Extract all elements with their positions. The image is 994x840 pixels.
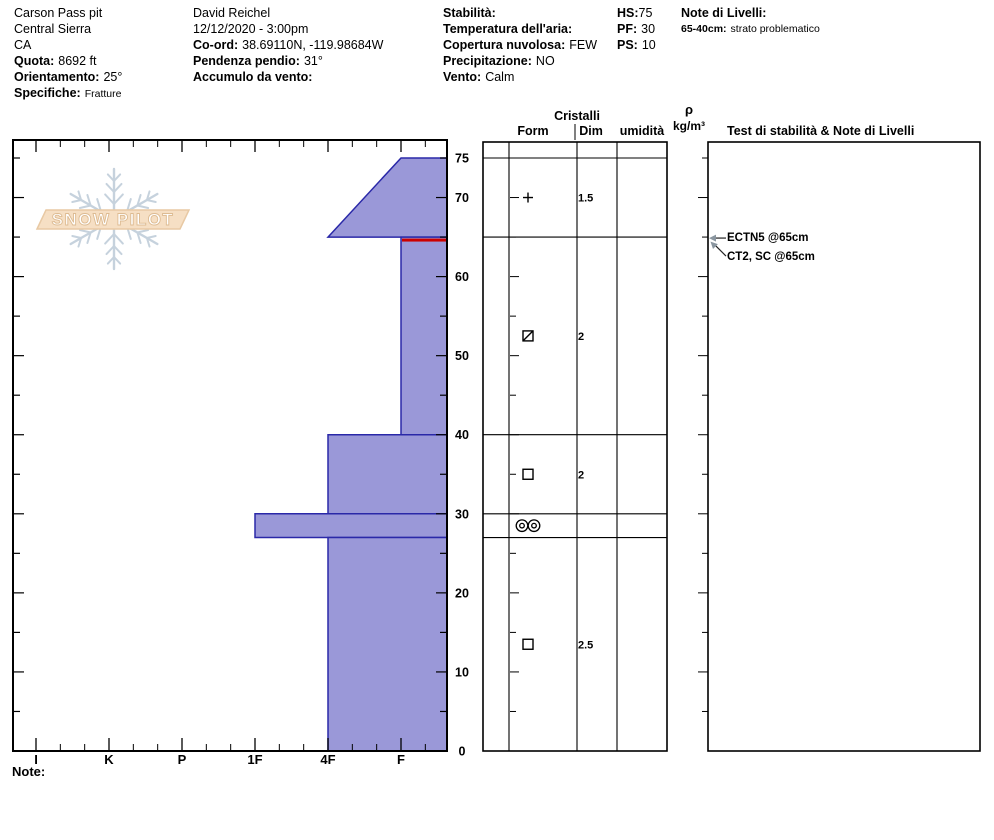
cloud-value: FEW (569, 38, 598, 52)
coordinates: Co-ord: 38.69110N, -119.98684W (193, 37, 383, 53)
svg-text:CT2, SC @65cm: CT2, SC @65cm (727, 251, 815, 263)
air-temperature: Temperatura dell'aria: (443, 21, 597, 37)
aspect-value: 25° (103, 70, 123, 84)
pit-region: Central Sierra (14, 22, 92, 36)
pit-name: Carson Pass pit (14, 6, 103, 20)
precipitation: Precipitazione: NO (443, 53, 597, 69)
layer-note-text: strato problematico (730, 23, 820, 35)
svg-text:30: 30 (455, 507, 469, 521)
hs-label: HS: (617, 6, 639, 20)
specifics-label: Specifiche: (14, 86, 81, 100)
crystals-header: Cristalli (554, 109, 600, 123)
pit-specifics: Specifiche: Fratture (14, 85, 122, 102)
pit-aspect: Orientamento: 25° (14, 69, 122, 85)
svg-text:P: P (178, 752, 187, 767)
density-units-header: kg/m³ (672, 119, 705, 133)
hs-value: 75 (638, 6, 653, 20)
chart-graphics: 75 70 60 50 40 30 20 10 0 I K P 1F 4F F 1.5 2 2 2.5 ECTN5 @… (12, 124, 981, 767)
ps-label: PS: (617, 38, 638, 52)
svg-text:10: 10 (455, 665, 469, 679)
observer-name: David Reichel (193, 6, 271, 20)
svg-text:1F: 1F (247, 752, 262, 767)
wind-value: Calm (485, 70, 515, 84)
aspect-label: Orientamento: (14, 70, 100, 84)
svg-text:60: 60 (455, 270, 469, 284)
logo-banner-shape (35, 209, 191, 230)
svg-text:4F: 4F (320, 752, 335, 767)
svg-text:2: 2 (578, 331, 584, 343)
layer-notes-column: Note di Livelli: 65-40cm: strato problema… (681, 5, 820, 37)
windload-label: Accumulo da vento: (193, 70, 313, 84)
coord-label: Co-ord: (193, 38, 239, 52)
layer-notes-title: Note di Livelli: (681, 5, 820, 21)
stability: Stabilità: (443, 5, 597, 21)
svg-text:0: 0 (459, 745, 466, 759)
stability-label: Stabilità: (443, 6, 496, 20)
tests-column-header: Test di stabilità & Note di Livelli (727, 124, 915, 138)
pit-state: CA (14, 38, 32, 52)
form-column-header: Form (517, 124, 549, 138)
cloud-label: Copertura nuvolosa: (443, 38, 566, 52)
svg-text:50: 50 (455, 349, 469, 363)
svg-text:K: K (104, 752, 114, 767)
pit-elevation: Quota: 8692 ft (14, 53, 122, 69)
svg-text:1.5: 1.5 (578, 193, 593, 205)
elevation-value: 8692 ft (58, 54, 97, 68)
layer-note-range: 65-40cm: (681, 23, 727, 35)
svg-text:2: 2 (578, 469, 584, 481)
slope-value: 31° (303, 54, 323, 68)
slope-label: Pendenza pendio: (193, 54, 300, 68)
logo-banner: SNOW PILOT (35, 209, 191, 230)
pf-label: PF: (617, 22, 638, 36)
density-column-header: ρ (684, 102, 694, 117)
svg-text:70: 70 (455, 191, 469, 205)
elevation-label: Quota: (14, 54, 55, 68)
cloud-cover: Copertura nuvolosa: FEW (443, 37, 597, 53)
observation-datetime: 12/12/2020 - 3:00pm (193, 22, 309, 36)
specifics-value: Fratture (84, 88, 122, 100)
note-label: Note: (12, 764, 46, 779)
precip-label: Precipitazione: (443, 54, 532, 68)
ps-value: 10 (641, 38, 656, 52)
svg-text:75: 75 (455, 152, 469, 166)
layer-notes-title-text: Note di Livelli: (681, 6, 767, 20)
airtemp-label: Temperatura dell'aria: (443, 22, 573, 36)
slope-angle: Pendenza pendio: 31° (193, 53, 383, 69)
total-depth: HS:75 (617, 5, 656, 21)
wind-loading: Accumulo da vento: (193, 69, 383, 85)
wind-label: Vento: (443, 70, 482, 84)
svg-text:ECTN5 @65cm: ECTN5 @65cm (727, 232, 809, 244)
humidity-column-header: umidità (619, 124, 665, 138)
svg-text:40: 40 (455, 428, 469, 442)
svg-text:F: F (397, 752, 405, 767)
observer-info-column: David Reichel 12/12/2020 - 3:00pm Co-ord… (193, 5, 383, 85)
pit-floor-depth: PF: 30 (617, 21, 656, 37)
depth-summary-column: HS:75 PF: 30 PS: 10 (617, 5, 656, 53)
svg-text:I: I (34, 752, 38, 767)
pf-value: 30 (641, 22, 656, 36)
pit-info-column: Carson Pass pit Central Sierra CA Quota:… (14, 5, 122, 102)
profile-start-depth: PS: 10 (617, 37, 656, 53)
coord-value: 38.69110N, -119.98684W (242, 38, 384, 52)
dim-column-header: Dim (579, 124, 603, 138)
layer-note: 65-40cm: strato problematico (681, 21, 820, 37)
precip-value: NO (535, 54, 555, 68)
wind: Vento: Calm (443, 69, 597, 85)
svg-text:20: 20 (455, 586, 469, 600)
logo-text: SNOW PILOT (52, 210, 175, 229)
weather-info-column: Stabilità: Temperatura dell'aria: Copert… (443, 5, 597, 85)
svg-text:2.5: 2.5 (578, 639, 593, 651)
